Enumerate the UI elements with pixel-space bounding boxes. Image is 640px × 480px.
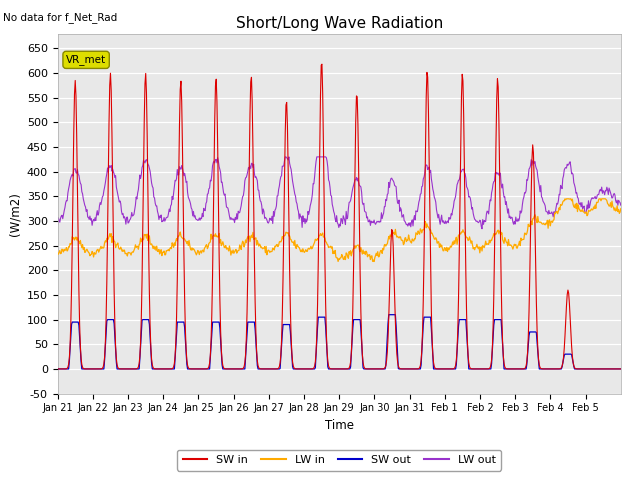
- Title: Short/Long Wave Radiation: Short/Long Wave Radiation: [236, 16, 443, 31]
- X-axis label: Time: Time: [324, 419, 354, 432]
- Legend: SW in, LW in, SW out, LW out: SW in, LW in, SW out, LW out: [177, 450, 501, 471]
- Y-axis label: (W/m2): (W/m2): [8, 192, 21, 236]
- Text: No data for f_Net_Rad: No data for f_Net_Rad: [3, 12, 118, 23]
- Text: VR_met: VR_met: [66, 54, 106, 65]
